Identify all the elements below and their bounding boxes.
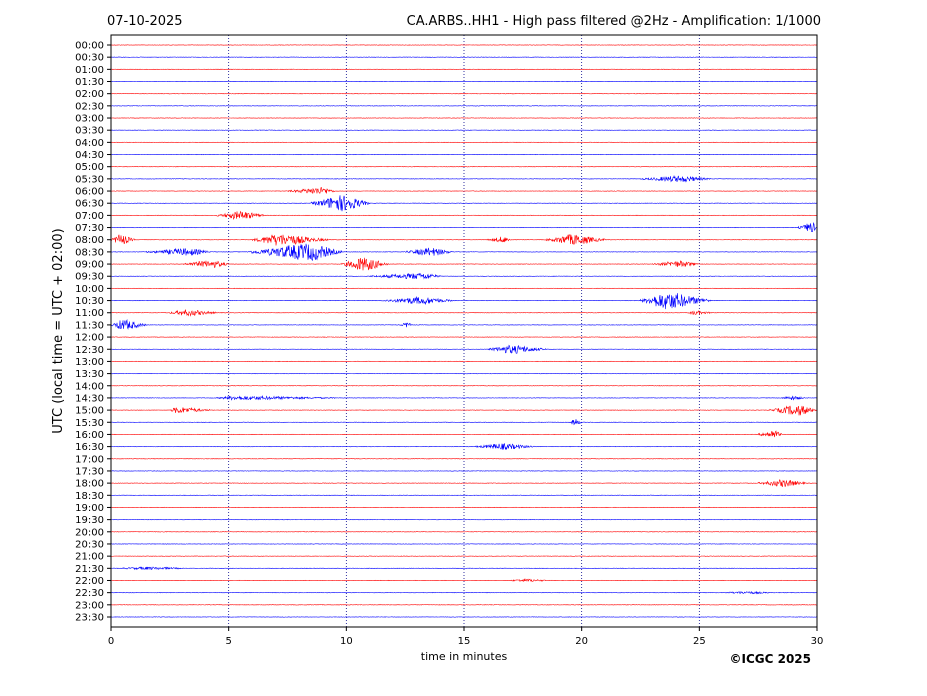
trace-row-1430	[110, 395, 818, 401]
y-tick-label: 14:30	[75, 393, 104, 404]
y-tick-label: 05:30	[75, 174, 104, 185]
y-tick-label: 02:00	[75, 89, 104, 100]
y-tick-label: 00:30	[75, 53, 104, 64]
y-tick-label: 09:00	[75, 260, 104, 271]
trace-row-0530	[110, 174, 818, 183]
y-tick-label: 04:30	[75, 150, 104, 161]
y-tick-label: 01:00	[75, 65, 104, 76]
y-tick-label: 18:00	[75, 479, 104, 490]
x-tick-label: 10	[340, 636, 353, 647]
y-tick-label: 12:30	[75, 345, 104, 356]
y-tick-label: 10:30	[75, 296, 104, 307]
trace-row-0600	[111, 187, 818, 194]
y-tick-label: 03:00	[75, 114, 104, 125]
y-tick-label: 20:30	[75, 539, 104, 550]
trace-row-1800	[110, 479, 818, 488]
x-tick-label: 15	[458, 636, 471, 647]
trace-row-0830	[110, 243, 818, 261]
y-tick-label: 12:00	[75, 333, 104, 344]
trace-rows	[110, 44, 818, 618]
y-tick-label: 22:30	[75, 588, 104, 599]
y-tick-label: 20:00	[75, 527, 104, 538]
y-tick-label: 16:00	[75, 430, 104, 441]
y-tick-label: 09:30	[75, 272, 104, 283]
y-tick-label: 22:00	[75, 576, 104, 587]
x-tick-labels: 0 5 10 15 20 25 30	[108, 627, 824, 647]
trace-row-0730	[110, 221, 818, 233]
y-tick-label: 17:30	[75, 466, 104, 477]
trace-row-0900	[110, 257, 818, 271]
y-tick-label: 08:30	[75, 247, 104, 258]
y-tick-label: 04:00	[75, 138, 104, 149]
y-tick-label: 10:00	[75, 284, 104, 295]
x-tick-label: 0	[108, 636, 114, 647]
y-tick-label: 19:30	[75, 515, 104, 526]
plot-frame	[110, 34, 818, 628]
y-tick-label: 07:30	[75, 223, 104, 234]
copyright-label: ©ICGC 2025	[729, 652, 811, 666]
date-label: 07-10-2025	[107, 14, 183, 29]
y-tick-label: 13:00	[75, 357, 104, 368]
trace-row-2230	[110, 590, 818, 595]
trace-row-2130	[110, 566, 818, 571]
y-tick-label: 00:00	[75, 41, 104, 52]
y-tick-label: 06:30	[75, 199, 104, 210]
y-tick-label: 06:00	[75, 187, 104, 198]
trace-row-0700	[111, 210, 818, 220]
x-tick-label: 5	[225, 636, 231, 647]
trace-row-1230	[110, 344, 818, 354]
chart-title: CA.ARBS..HH1 - High pass filtered @2Hz -…	[407, 14, 821, 29]
y-tick-label: 23:00	[75, 600, 104, 611]
y-tick-label: 17:00	[75, 454, 104, 465]
trace-row-1530	[110, 419, 818, 426]
trace-row-1130	[110, 319, 818, 330]
y-tick-label: 13:30	[75, 369, 104, 380]
y-tick-label: 05:00	[75, 162, 104, 173]
y-tick-label: 01:30	[75, 77, 104, 88]
y-tick-label: 21:00	[75, 552, 104, 563]
y-tick-label: 15:00	[75, 406, 104, 417]
y-tick-label: 07:00	[75, 211, 104, 222]
y-tick-label: 23:30	[75, 612, 104, 623]
trace-row-1030	[110, 293, 818, 310]
trace-row-1600	[110, 430, 818, 438]
y-tick-label: 14:00	[75, 381, 104, 392]
x-tick-label: 25	[693, 636, 706, 647]
trace-row-0630	[110, 195, 818, 212]
trace-row-1630	[110, 443, 818, 450]
y-tick-label: 08:00	[75, 235, 104, 246]
trace-row-0930	[110, 272, 818, 280]
y-axis-label: UTC (local time = UTC + 02:00)	[51, 228, 66, 433]
trace-row-0800	[110, 234, 818, 246]
y-tick-label: 21:30	[75, 564, 104, 575]
x-tick-label: 30	[811, 636, 824, 647]
y-tick-label: 15:30	[75, 418, 104, 429]
trace-row-1500	[110, 405, 818, 416]
y-tick-label: 11:00	[75, 308, 104, 319]
y-tick-label: 11:30	[75, 320, 104, 331]
trace-row-2200	[110, 578, 818, 583]
y-tick-label: 18:30	[75, 491, 104, 502]
x-tick-label: 20	[575, 636, 588, 647]
y-tick-label: 19:00	[75, 503, 104, 514]
y-tick-label: 03:30	[75, 126, 104, 137]
y-tick-label: 16:30	[75, 442, 104, 453]
x-axis-label: time in minutes	[421, 650, 508, 663]
y-tick-label: 02:30	[75, 101, 104, 112]
vertical-gridlines	[228, 35, 700, 627]
trace-row-1100	[111, 309, 818, 317]
